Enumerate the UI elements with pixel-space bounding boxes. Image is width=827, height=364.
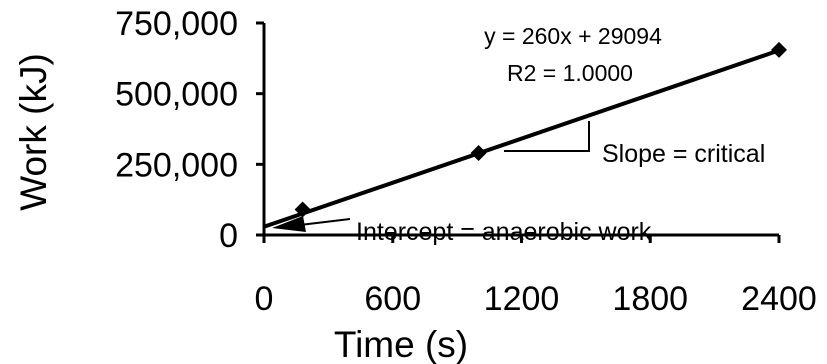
y-axis-title: Work (kJ) [13,53,54,211]
data-point [470,145,487,162]
intercept-arrow-line [299,218,351,226]
slope-annotation: Slope = critical [602,140,765,168]
x-tick-label: 1800 [612,280,688,318]
x-tick-label: 0 [255,280,274,318]
x-tick-label: 1200 [484,280,560,318]
trendline-r2: R2 = 1.0000 [507,60,633,86]
x-tick-label: 600 [364,280,421,318]
data-point [771,41,787,58]
x-axis-title: Time (s) [334,324,468,364]
y-tick-label: 750,000 [115,5,238,43]
trendline-equation: y = 260x + 29094 [484,23,662,49]
plot-area: 0 250,000 500,000 750,000 0 600 1200 1800 2400 Sl… [115,5,817,318]
y-tick-label: 500,000 [115,76,238,114]
intercept-arrow-head [272,216,306,232]
trendline [263,48,780,229]
y-tick-label: 250,000 [115,146,238,184]
intercept-annotation: Intercept = anaerobic work [356,218,652,246]
y-tick-label: 0 [219,217,238,255]
slope-bracket [504,121,590,152]
data-point [294,201,311,218]
x-tick-label: 2400 [741,280,817,318]
